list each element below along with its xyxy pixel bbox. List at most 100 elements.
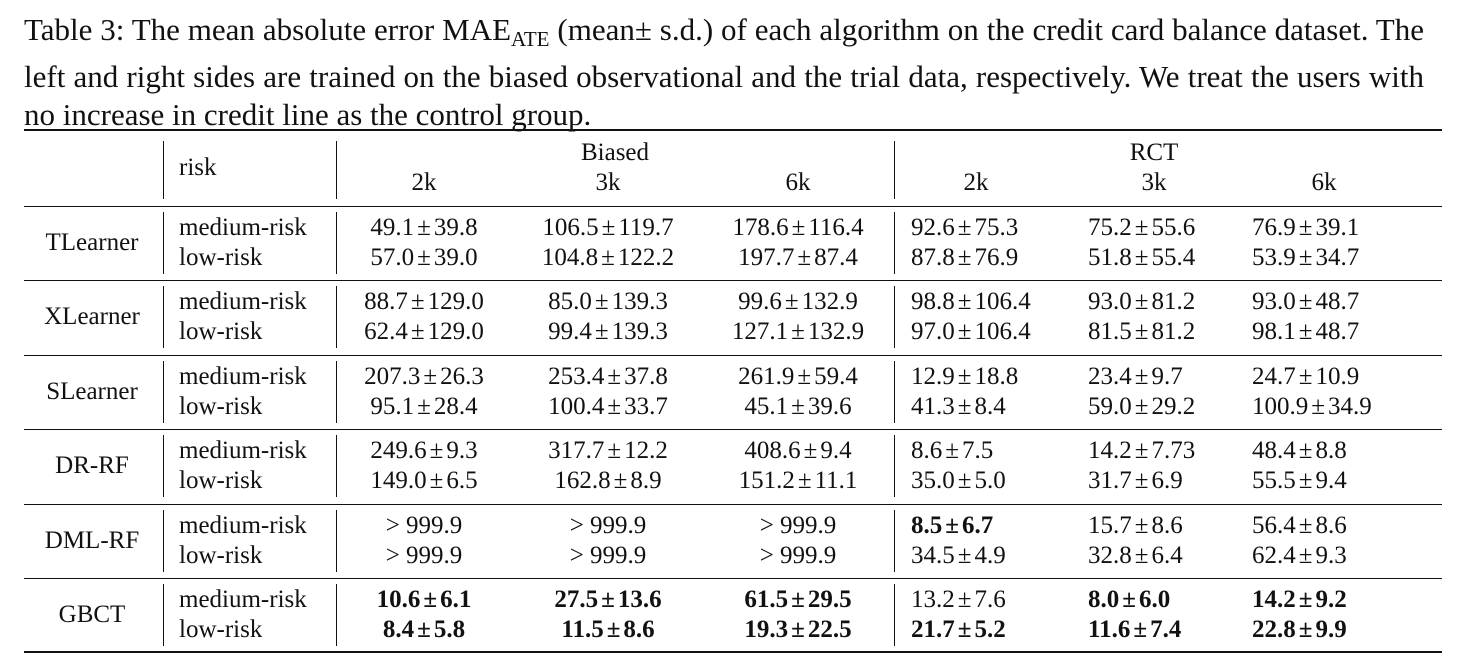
plus-minus-sign: ± [1134,511,1149,539]
plus-minus-sign: ± [791,586,805,613]
table-cell: 162.8 ±8.9 [554,466,661,496]
plus-minus-sign: ± [429,467,444,495]
table-cell: 253.4 ±37.8 [548,362,668,392]
cell-mean: 14.2 [1088,437,1132,465]
cell-mean: 99.4 [548,318,592,346]
cell-sd: 119.7 [618,214,674,241]
row-separator [24,280,1442,282]
cell-sd: 81.2 [1151,288,1196,316]
plus-minus-sign: ± [791,392,805,420]
header-risk: risk [179,154,217,181]
cell-value: > 999.9 [569,511,647,539]
plus-minus-sign: ± [1134,392,1149,420]
cell-mean: 104.8 [541,244,599,271]
table-cell: 98.8 ±106.4 [911,287,1031,317]
table-cell: 95.1 ±28.4 [370,392,477,422]
model-name: DML-RF [44,526,140,554]
cell-mean: 249.6 [370,437,427,465]
cell-value: > 999.9 [759,541,837,569]
cell-mean: 88.7 [364,288,408,316]
risk-label: medium-risk [179,586,307,613]
table-cell: 49.1 ±39.8 [370,213,477,243]
table-cell: 51.8 ±55.4 [1088,243,1195,273]
table-cell: 62.4 ±129.0 [364,317,484,347]
table-cell: 56.4 ±8.6 [1252,511,1347,541]
plus-minus-sign: ± [429,437,444,465]
plus-minus-sign: ± [1298,437,1313,465]
table-cell: 14.2 ±9.2 [1252,585,1347,615]
cell-mean: 95.1 [370,392,415,420]
table-cell: 53.9 ±34.7 [1252,243,1359,273]
cell-sd: 37.8 [624,362,668,390]
cell-sd: 6.4 [1151,541,1183,569]
table-cell: 19.3 ±22.5 [744,615,851,645]
table-cell: 24.7 ±10.9 [1252,362,1359,392]
plus-minus-sign: ± [1298,288,1313,316]
row-separator [24,354,1442,356]
table-cell: 62.4 ±9.3 [1252,541,1347,571]
cell-mean: 317.7 [548,437,605,465]
cell-mean: 8.4 [382,616,415,643]
risk-label: medium-risk [179,214,307,241]
cell-sd: 39.1 [1315,214,1360,241]
cell-mean: 149.0 [370,467,427,495]
table-cell: 35.0 ±5.0 [911,466,1006,496]
cell-mean: 87.8 [911,244,955,271]
plus-minus-sign: ± [791,214,806,241]
cell-mean: 408.6 [744,437,801,465]
bottom-rule [24,651,1442,653]
cell-sd: 87.4 [814,244,858,271]
table-cell: 127.1 ±132.9 [732,317,864,347]
table-cell: 59.0 ±29.2 [1088,392,1195,422]
cell-mean: 261.9 [738,362,795,390]
plus-minus-sign: ± [1298,616,1313,643]
cell-sd: 29.2 [1151,392,1196,420]
cell-mean: 100.9 [1252,392,1309,420]
table-cell: 151.2 ±11.1 [739,466,858,496]
cell-sd: 132.9 [801,288,858,316]
plus-minus-sign: ± [957,244,972,271]
table-cell: 14.2 ±7.73 [1088,436,1195,466]
risk-label: low-risk [179,318,263,346]
column-divider [336,141,337,199]
header-column-size: 3k [1141,169,1167,196]
cell-mean: 151.2 [738,467,795,495]
table-cell: 61.5 ±29.5 [744,585,851,615]
plus-minus-sign: ± [1298,362,1313,390]
cell-mean: 15.7 [1088,511,1132,539]
cell-mean: 197.7 [738,244,795,271]
cell-sd: 48.7 [1315,318,1360,346]
cell-mean: 8.0 [1088,586,1120,613]
cell-sd: 7.6 [974,586,1006,613]
table-cell: > 999.9 [760,541,837,571]
risk-label: medium-risk [179,511,307,539]
plus-minus-sign: ± [423,586,438,613]
table-cell: 98.1 ±48.7 [1252,317,1359,347]
cell-sd: 6.0 [1138,586,1171,613]
cell-sd: 139.3 [611,318,668,346]
cell-mean: 45.1 [744,392,789,420]
cell-mean: 56.4 [1252,511,1296,539]
risk-label: low-risk [179,541,263,569]
cell-mean: 253.4 [548,362,605,390]
cell-sd: 9.4 [820,437,852,465]
cell-mean: 85.0 [548,288,592,316]
cell-mean: 61.5 [744,586,789,613]
plus-minus-sign: ± [410,318,425,346]
cell-mean: 93.0 [1252,288,1296,316]
plus-minus-sign: ± [957,541,972,569]
cell-mean: 100.4 [548,392,605,420]
table-cell: 11.6 ±7.4 [1088,615,1181,645]
cell-mean: 98.8 [911,288,955,316]
plus-minus-sign: ± [797,244,812,271]
cell-mean: 21.7 [911,616,955,643]
plus-minus-sign: ± [594,288,609,316]
table-cell: > 999.9 [386,541,463,571]
table-cell: 23.4 ±9.7 [1088,362,1183,392]
cell-sd: 129.0 [427,288,484,316]
model-name: TLearner [45,229,139,256]
plus-minus-sign: ± [1134,362,1149,390]
plus-minus-sign: ± [1298,214,1313,241]
table-cell: 11.5 ±8.6 [561,615,654,645]
column-divider [894,584,895,646]
